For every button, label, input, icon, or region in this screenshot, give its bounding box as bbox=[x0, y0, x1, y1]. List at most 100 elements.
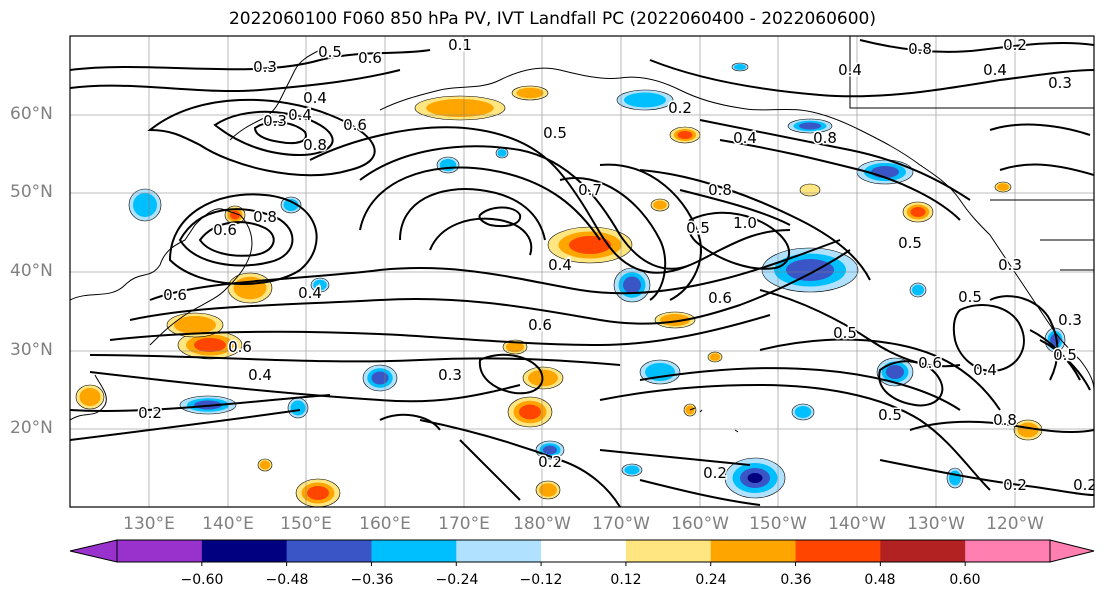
contour-label: 0.2 bbox=[1073, 476, 1097, 494]
colorbar-tick-label: −0.24 bbox=[435, 572, 479, 588]
pv-anomaly-region bbox=[313, 279, 327, 291]
contour-label: 0.6 bbox=[213, 221, 237, 239]
contour-label: 0.4 bbox=[288, 106, 312, 124]
contour-label: 0.5 bbox=[958, 288, 982, 306]
pv-anomaly-region bbox=[886, 365, 904, 379]
lon-label-130w: 130°W bbox=[907, 514, 965, 534]
lat-label-30n: 30°N bbox=[10, 340, 53, 360]
contour-label: 0.8 bbox=[908, 40, 932, 58]
colorbar-swatch bbox=[965, 540, 1051, 562]
contour-label: 0.4 bbox=[298, 284, 322, 302]
pv-anomaly-region bbox=[910, 207, 926, 217]
pv-anomaly-region bbox=[997, 183, 1009, 191]
pv-anomaly-region bbox=[516, 87, 544, 99]
colorbar-swatch bbox=[541, 540, 627, 562]
pv-anomaly-region bbox=[519, 404, 541, 420]
pv-anomaly-region bbox=[677, 131, 693, 139]
contour-label: 0.6 bbox=[528, 316, 552, 334]
pv-anomaly-region bbox=[794, 406, 812, 418]
lon-label-160e: 160°E bbox=[359, 514, 411, 534]
colorbar-extend-min bbox=[69, 539, 118, 563]
contour-label: 0.4 bbox=[303, 89, 327, 107]
plot-title: 2022060100 F060 850 hPa PV, IVT Landfall… bbox=[228, 9, 876, 29]
pv-anomaly-region bbox=[786, 259, 834, 281]
colorbar-tick-label: −0.36 bbox=[350, 572, 394, 588]
map-frame bbox=[69, 35, 1095, 508]
colorbar-swatch bbox=[880, 540, 966, 562]
colorbar-swatch bbox=[117, 540, 203, 562]
lon-label-160w: 160°W bbox=[671, 514, 729, 534]
pv-anomaly-region bbox=[506, 341, 524, 353]
pv-anomaly-region bbox=[290, 400, 306, 416]
pv-anomaly-region bbox=[734, 64, 746, 70]
contour-label: 0.3 bbox=[1048, 74, 1072, 92]
contour-label: 0.4 bbox=[973, 361, 997, 379]
contour-label: 0.5 bbox=[686, 219, 710, 237]
pv-anomaly-region bbox=[174, 316, 216, 334]
pv-anomaly-region bbox=[133, 193, 157, 217]
contour-label: 1.0 bbox=[733, 214, 757, 232]
colorbar-frame bbox=[116, 539, 1051, 563]
pv-anomaly-region bbox=[747, 473, 763, 483]
colorbar-swatch bbox=[371, 540, 457, 562]
contour-label: 0.8 bbox=[708, 181, 732, 199]
pv-anomaly-region bbox=[799, 122, 821, 130]
contour-label: 0.8 bbox=[993, 411, 1017, 429]
contour-label: 0.3 bbox=[998, 256, 1022, 274]
pv-anomaly-region bbox=[539, 483, 557, 497]
contour-label: 0.4 bbox=[733, 129, 757, 147]
contour-label: 0.2 bbox=[1003, 476, 1027, 494]
lon-label-150e: 150°E bbox=[280, 514, 332, 534]
contour-label: 0.2 bbox=[138, 404, 162, 422]
colorbar bbox=[69, 539, 1095, 566]
coastlines bbox=[70, 36, 1094, 433]
contour-label: 0.8 bbox=[813, 129, 837, 147]
contour-label: 0.2 bbox=[1003, 36, 1027, 54]
contour-label: 0.1 bbox=[448, 36, 472, 54]
lat-label-20n: 20°N bbox=[10, 418, 53, 438]
pv-anomaly-region bbox=[624, 465, 640, 475]
contour-label: 0.5 bbox=[1053, 346, 1077, 364]
lon-label-130e: 130°E bbox=[123, 514, 175, 534]
contour-label: 0.3 bbox=[438, 366, 462, 384]
colorbar-tick-label: 0.48 bbox=[864, 572, 896, 588]
contour-label: 0.6 bbox=[708, 289, 732, 307]
contour-label: 0.6 bbox=[358, 49, 382, 67]
colorbar-swatch bbox=[201, 540, 288, 562]
colorbar-tick-label: 0.24 bbox=[695, 572, 727, 588]
pv-anomaly-region bbox=[497, 149, 507, 157]
contour-label: 0.4 bbox=[248, 366, 272, 384]
contour-label: 0.3 bbox=[253, 58, 277, 76]
lat-label-50n: 50°N bbox=[10, 182, 53, 202]
lon-label-170w: 170°W bbox=[592, 514, 650, 534]
contour-label: 0.5 bbox=[833, 324, 857, 342]
pv-anomaly-region bbox=[194, 338, 226, 352]
contour-label: 0.4 bbox=[983, 61, 1007, 79]
lon-label-140e: 140°E bbox=[202, 514, 254, 534]
colorbar-tick-label: 0.12 bbox=[610, 572, 642, 588]
colorbar-swatch bbox=[795, 540, 881, 562]
pv-anomaly-region bbox=[79, 388, 101, 406]
pv-anomaly-region bbox=[799, 183, 821, 197]
contour-label: 0.5 bbox=[898, 234, 922, 252]
pv-anomaly-region bbox=[569, 236, 611, 254]
colorbar-tick-label: 0.60 bbox=[949, 572, 981, 588]
colorbar-extend-max bbox=[1049, 539, 1095, 563]
pv-anomaly-region bbox=[426, 99, 494, 117]
contour-label: 0.4 bbox=[548, 256, 572, 274]
contour-label: 0.3 bbox=[263, 112, 287, 130]
colorbar-tick-label: 0.36 bbox=[780, 572, 812, 588]
pv-anomaly-region bbox=[543, 445, 557, 455]
contour-label: 0.5 bbox=[878, 406, 902, 424]
ivt-contours bbox=[70, 39, 1094, 507]
contour-label: 0.2 bbox=[703, 464, 727, 482]
contour-label: 0.3 bbox=[1058, 311, 1082, 329]
lon-label-180w: 180°W bbox=[513, 514, 571, 534]
colorbar-swatch bbox=[710, 540, 797, 562]
colorbar-tick-label: −0.60 bbox=[180, 572, 224, 588]
contour-label: 0.5 bbox=[318, 43, 342, 61]
pv-anomaly-region bbox=[307, 486, 329, 500]
pv-anomaly-region bbox=[283, 199, 299, 211]
contour-label: 0.5 bbox=[543, 124, 567, 142]
